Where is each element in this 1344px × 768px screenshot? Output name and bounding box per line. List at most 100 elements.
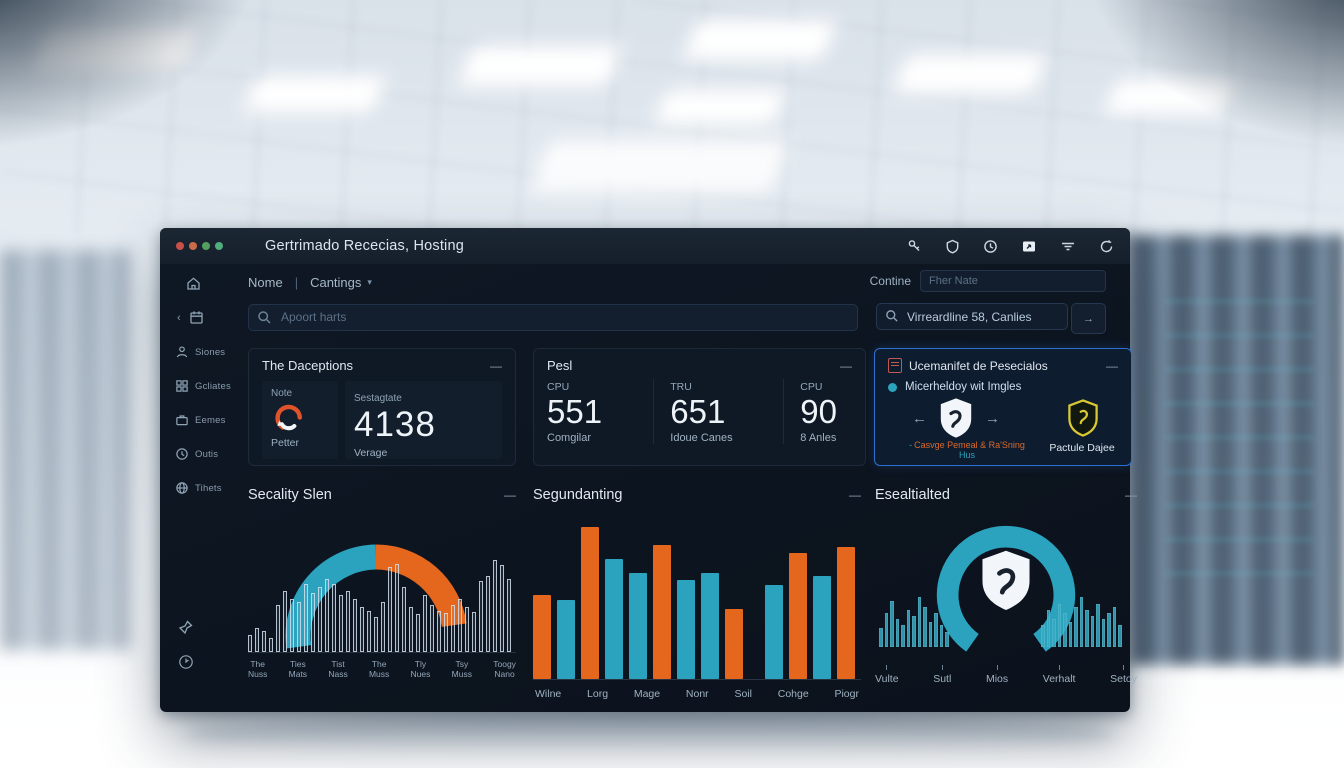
bar bbox=[269, 637, 273, 652]
card-daceptions: The Daceptions — Note Petter Ses bbox=[248, 348, 516, 466]
shield-icon bbox=[982, 550, 1030, 611]
spark-bar bbox=[917, 597, 921, 647]
contine-input[interactable] bbox=[920, 270, 1106, 292]
collapse-button[interactable]: — bbox=[849, 488, 861, 502]
chevron-down-icon[interactable]: ▾ bbox=[367, 276, 372, 287]
stat-tru-651: TRU 651 Idoue Canes bbox=[653, 379, 783, 444]
bar bbox=[557, 599, 575, 679]
card-title: The Daceptions bbox=[262, 358, 354, 373]
ceiling-grid bbox=[0, 0, 1344, 235]
sidebar-item-pin[interactable] bbox=[178, 620, 193, 635]
title-bar: Gertrimado Rececias, Hosting bbox=[160, 228, 1130, 264]
bar bbox=[701, 572, 719, 679]
filter-icon[interactable] bbox=[1060, 239, 1076, 254]
sparkline-left bbox=[879, 585, 959, 647]
histogram-bars bbox=[248, 534, 516, 653]
nav-section[interactable]: Cantings bbox=[310, 274, 362, 290]
dark-corner bbox=[0, 0, 260, 150]
sidebar-item-eemes[interactable]: Eemes bbox=[175, 413, 226, 427]
spark-bar bbox=[939, 625, 943, 647]
arrow-right-icon[interactable]: → bbox=[985, 409, 1000, 427]
bar bbox=[837, 546, 855, 679]
document-icon bbox=[888, 358, 902, 373]
bar bbox=[297, 602, 301, 652]
spark-bar bbox=[945, 631, 949, 647]
zoom-button[interactable] bbox=[202, 242, 210, 250]
sidebar-item-tihets[interactable]: Tihets bbox=[175, 481, 222, 495]
sidebar-item-home[interactable] bbox=[186, 276, 201, 291]
bar bbox=[311, 593, 315, 652]
search-input[interactable] bbox=[248, 303, 858, 331]
sidebar-item-outis[interactable]: Outis bbox=[175, 447, 218, 461]
device-search-button[interactable]: → bbox=[1071, 303, 1106, 334]
x-axis-labels: Wilne Lorg Mage Nonr Soil Cohge Piogr bbox=[533, 688, 861, 700]
bar bbox=[262, 630, 266, 652]
bar bbox=[325, 578, 329, 652]
bar bbox=[248, 635, 252, 652]
traffic-lights[interactable] bbox=[176, 242, 223, 250]
clock-icon[interactable] bbox=[983, 239, 998, 254]
shield-badge-icon bbox=[1068, 399, 1098, 437]
card-title: Pesl bbox=[547, 358, 573, 373]
x-label: Mios bbox=[986, 665, 1008, 685]
sync-icon[interactable] bbox=[1099, 239, 1114, 254]
collapse-button[interactable]: — bbox=[1106, 358, 1118, 373]
minimize-button[interactable] bbox=[189, 242, 197, 250]
bar bbox=[353, 598, 357, 652]
shield-icon[interactable] bbox=[945, 239, 960, 254]
bar bbox=[472, 611, 476, 652]
spark-bar bbox=[1090, 616, 1094, 647]
sidebar-item-gcliates[interactable]: Gcliates bbox=[175, 379, 231, 393]
card3-row-label: Micerheldoy wit Imgles bbox=[905, 381, 1022, 393]
bar bbox=[346, 590, 350, 652]
key-icon[interactable] bbox=[907, 239, 922, 254]
ceiling-light bbox=[1104, 80, 1236, 114]
bar bbox=[479, 581, 483, 652]
collapse-button[interactable]: — bbox=[840, 358, 852, 373]
collapse-button[interactable]: — bbox=[490, 358, 502, 373]
grid-icon bbox=[176, 380, 188, 392]
dashboard-reflection bbox=[185, 714, 1115, 754]
bar bbox=[395, 563, 399, 652]
sidebar-item-siones[interactable]: Siones bbox=[175, 345, 225, 359]
bar bbox=[332, 583, 336, 652]
breadcrumb: Nome | Cantings ▾ Contine bbox=[248, 270, 1106, 294]
window-title: Gertrimado Rececias, Hosting bbox=[265, 238, 465, 254]
clock-icon bbox=[176, 448, 188, 460]
sidebar-item-back-calendar[interactable]: ‹ bbox=[177, 310, 204, 325]
stat-value: 4138 bbox=[354, 405, 436, 444]
main-content: Nome | Cantings ▾ Contine → bbox=[232, 264, 1137, 712]
x-label: Verhalt bbox=[1043, 665, 1075, 685]
collapse-button[interactable]: — bbox=[504, 488, 516, 502]
x-label: Tsy Muss bbox=[451, 659, 472, 679]
spark-bar bbox=[928, 622, 932, 647]
refresh-ring-icon bbox=[275, 404, 303, 431]
nav-home[interactable]: Nome bbox=[248, 274, 283, 290]
card-title: Ucemanifet de Pesecialos bbox=[909, 358, 1048, 373]
ceiling-light bbox=[531, 140, 789, 192]
x-label: Soil bbox=[734, 688, 752, 700]
bar bbox=[493, 559, 497, 652]
extra-light[interactable] bbox=[215, 242, 223, 250]
arrow-left-icon[interactable]: ← bbox=[912, 409, 927, 427]
user-icon bbox=[176, 346, 188, 358]
close-button[interactable] bbox=[176, 242, 184, 250]
spark-bar bbox=[1107, 612, 1111, 647]
bar bbox=[465, 607, 469, 652]
device-search-input[interactable] bbox=[876, 303, 1068, 330]
stat-cpu-90: CPU 90 8 Anles bbox=[783, 379, 865, 444]
bar bbox=[486, 576, 490, 652]
contine-label: Contine bbox=[869, 274, 911, 288]
x-label: Wilne bbox=[535, 688, 562, 700]
server-rack bbox=[0, 250, 130, 650]
caption-right: Pactule Dajee bbox=[1049, 442, 1115, 454]
home-icon bbox=[187, 277, 200, 290]
bar bbox=[629, 572, 647, 679]
snapshot-icon[interactable] bbox=[1021, 239, 1037, 254]
server-rack-lights bbox=[1164, 300, 1314, 600]
x-label: Lorg bbox=[587, 688, 609, 700]
sidebar-item-compass[interactable] bbox=[178, 654, 194, 670]
spark-bar bbox=[901, 625, 905, 647]
x-label: The Muss bbox=[368, 659, 390, 679]
collapse-button[interactable]: — bbox=[1125, 488, 1137, 502]
